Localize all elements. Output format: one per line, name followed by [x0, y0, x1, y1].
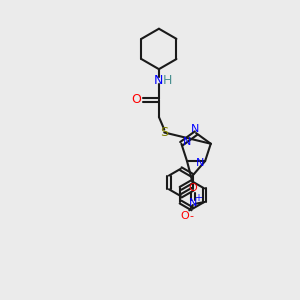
- Text: +: +: [194, 194, 202, 203]
- Text: N: N: [183, 137, 191, 147]
- Text: N: N: [153, 74, 163, 87]
- Text: N: N: [191, 124, 200, 134]
- Text: N: N: [196, 158, 204, 168]
- Text: -: -: [190, 211, 194, 221]
- Text: O: O: [188, 183, 197, 194]
- Text: O: O: [181, 211, 189, 221]
- Text: S: S: [160, 126, 169, 139]
- Text: O: O: [131, 93, 141, 106]
- Text: H: H: [163, 74, 172, 87]
- Text: N: N: [189, 198, 197, 208]
